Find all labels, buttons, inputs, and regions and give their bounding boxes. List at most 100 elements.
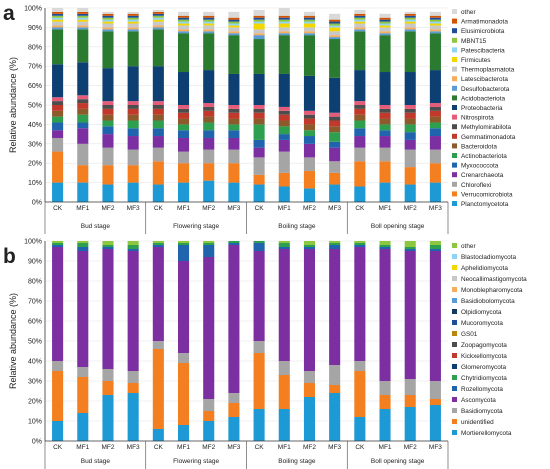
legend-label: Blastocladiomycota [461, 254, 517, 261]
x-category-label: MF2 [404, 444, 417, 451]
bar-segment-methylomirabilota [354, 105, 366, 109]
bar-segment-other [177, 241, 190, 243]
bar-segment-patescibacteria [429, 21, 441, 24]
bar-segment-mbnt15 [228, 21, 240, 24]
x-category-label: MF1 [379, 205, 392, 212]
bar-segment-firmicutes [203, 23, 215, 26]
y-tick-label: 50% [28, 339, 42, 346]
bar-segment-mortierellomycota [379, 409, 391, 441]
bar-segment-armatimonadota [77, 11, 89, 14]
bar-segment-planctomycetota [354, 186, 366, 202]
legend-swatch [452, 243, 457, 248]
bar-segment-myxococcota [102, 126, 114, 135]
legend-swatch [452, 375, 457, 380]
bar-segment-chytridiomycota [203, 243, 215, 245]
x-category-label: CK [53, 444, 63, 451]
bar-segment-gemmatimonadota [203, 110, 215, 117]
legend-swatch [452, 342, 457, 347]
bar-segment-methylomirabilota [203, 106, 215, 111]
bar-segment-elusimicrobiota [329, 21, 341, 24]
bar-segment-mortierellomycota [152, 429, 164, 441]
bar-segment-other [278, 8, 290, 16]
bar-segment-chytridiomycota [152, 243, 164, 245]
x-category-label: MF2 [303, 444, 316, 451]
bar-segment-patescibacteria [404, 19, 416, 22]
bar-segment-acidobacteriota [278, 35, 290, 74]
bar-segment-actinobacteriota [278, 126, 290, 135]
bar-segment-methylomirabilota [379, 108, 391, 113]
bar-segment-bacteroidota [379, 118, 391, 125]
bar-segment-ascomycota [379, 249, 391, 381]
bar-segment-proteobacteria [52, 64, 64, 98]
bar-segment-nitrospirota [203, 103, 215, 107]
bar-segment-gemmatimonadota [379, 112, 391, 119]
bar-segment-patescibacteria [127, 19, 139, 22]
bar-segment-proteobacteria [354, 70, 366, 102]
bar-segment-methylomirabilota [329, 116, 341, 121]
bar-segment-desulfobacterota [329, 37, 341, 40]
bar-segment-other [228, 11, 240, 18]
bar-segment-crenarchaeota [404, 139, 416, 150]
legend-label: Desulfobacterota [461, 86, 510, 93]
bar-segment-nitrospirota [127, 101, 139, 105]
bar-segment-crenarchaeota [278, 139, 290, 152]
bar-segment-thermoplasmatota [354, 23, 366, 28]
bar-segment-bacteroidota [303, 124, 316, 131]
bar-segment-nitrospirota [379, 105, 391, 109]
bar-segment-other [177, 11, 190, 16]
stage-label: Bud stage [81, 223, 111, 230]
bar-segment-acidobacteriota [77, 29, 89, 63]
bar-segment-planctomycetota [102, 184, 114, 202]
bar-segment-mortierellomycota [52, 421, 64, 441]
y-tick-label: 80% [28, 279, 42, 286]
panel-a-chart: 0% 10% 20% 30% 40% 50% 60% 70% 80% 90% 100% CK MF1 MF… [8, 6, 516, 234]
bar-segment-methylomirabilota [303, 114, 316, 119]
bar-segment-acidobacteriota [102, 31, 114, 69]
bar-segment-unidentified [52, 371, 64, 421]
bar-segment-mbnt15 [177, 19, 190, 22]
legend-label: Monoblepharomycota [461, 287, 523, 294]
bar-segment-basidiomycota [77, 367, 89, 377]
bar-segment-crenarchaeota [52, 130, 64, 138]
bar-segment-actinobacteriota [77, 114, 89, 123]
bar-segment-ascomycota [152, 247, 164, 341]
bar-segment-methylomirabilota [77, 99, 89, 104]
legend-swatch [452, 430, 457, 435]
bar-segment-planctomycetota [52, 182, 64, 202]
bar-segment-planctomycetota [177, 182, 190, 202]
bar-segment-armatimonadota [102, 13, 114, 16]
bar-segment-thermoplasmatota [379, 27, 391, 32]
bar-segment-elusimicrobiota [177, 17, 190, 20]
bar-segment-chloroflexi [303, 157, 316, 171]
bar-segment-patescibacteria [354, 19, 366, 22]
bar-segment-patescibacteria [52, 17, 64, 20]
bar-segment-unidentified [278, 375, 290, 409]
bar-segment-ascomycota [278, 249, 290, 361]
bar-segment-acidobacteriota [429, 33, 441, 71]
bar-segment-proteobacteria [228, 73, 240, 105]
bar-segment-latescibacterota [127, 27, 139, 30]
bar-segment-mbnt15 [404, 17, 416, 20]
bar-segment-other [152, 241, 164, 243]
legend-swatch [452, 18, 457, 24]
bar-segment-myxococcota [77, 122, 89, 129]
bar-segment-methylomirabilota [278, 110, 290, 115]
bar-segment-myxococcota [429, 128, 441, 137]
legend-label: Myxococcota [461, 163, 499, 170]
bar-segment-bacteroidota [77, 108, 89, 115]
y-tick-label: 30% [28, 141, 42, 148]
bar-segment-mortierellomycota [253, 409, 265, 441]
bar-segment-basidiomycota [429, 381, 441, 399]
bar-segment-basidiomycota [127, 371, 139, 383]
x-category-label: MF2 [202, 444, 215, 451]
bar-segment-other [52, 241, 64, 243]
bar-segment-bacteroidota [102, 114, 114, 121]
y-tick-label: 40% [28, 359, 42, 366]
legend-swatch [452, 9, 457, 14]
bar-segment-basidiomycota [102, 369, 114, 381]
bar-segment-latescibacterota [303, 31, 316, 34]
bar-segment-methylomirabilota [52, 101, 64, 105]
bar-segment-armatimonadota [253, 15, 265, 18]
bar-segment-elusimicrobiota [278, 17, 290, 20]
bar-segment-chytridiomycota [77, 243, 89, 247]
